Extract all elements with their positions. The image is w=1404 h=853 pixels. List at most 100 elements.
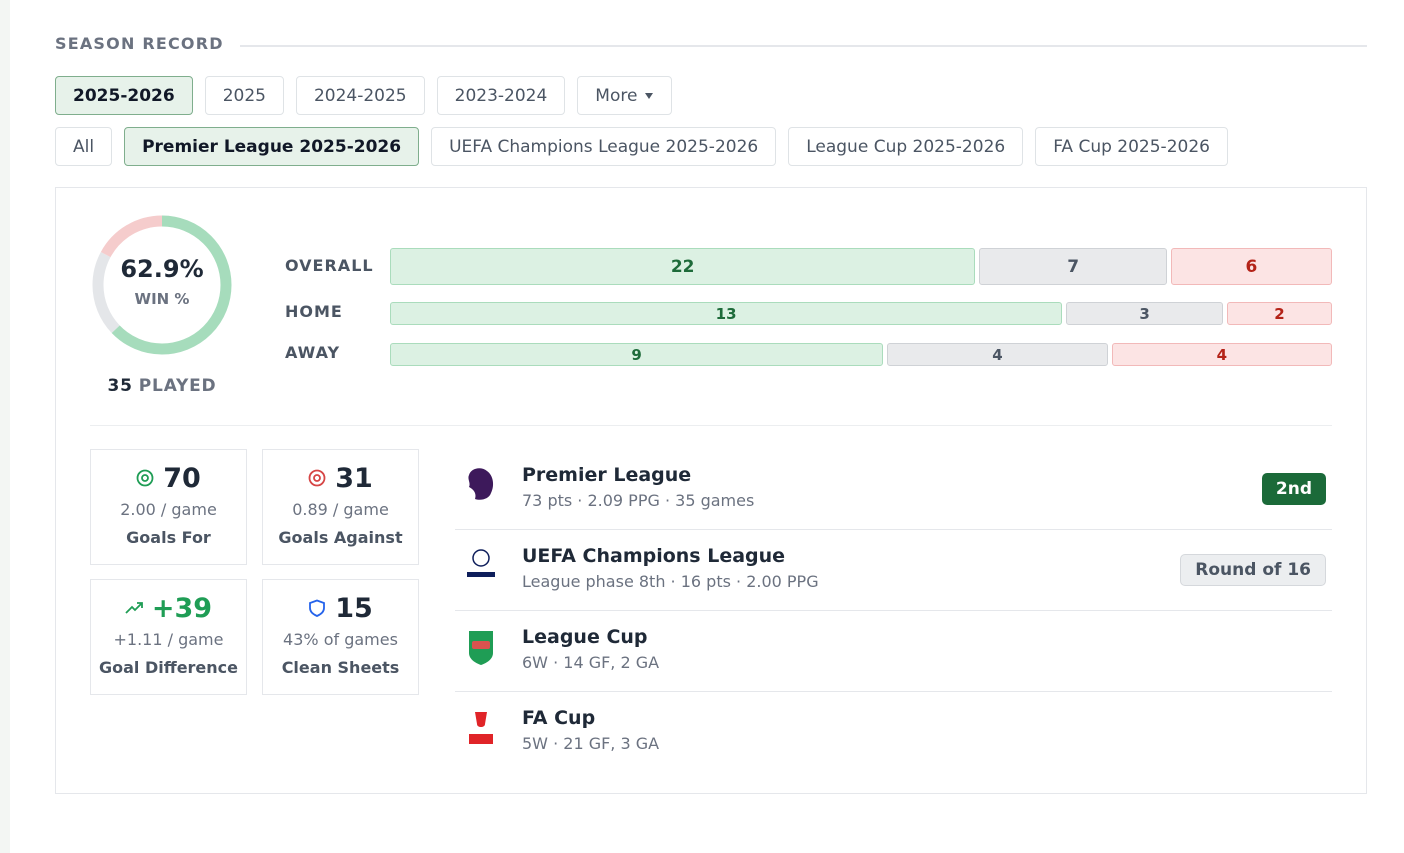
record-bar: 13 3 2 [390, 302, 1332, 325]
stat-label: Clean Sheets [281, 658, 400, 677]
competition-logo [469, 712, 493, 744]
stat-value-row: 31 [263, 463, 418, 494]
tab-label: All [73, 136, 95, 157]
competition-badge: Round of 16 [1180, 554, 1326, 586]
icon-trend [125, 602, 143, 614]
stat-value: 31 [335, 463, 373, 494]
record-label: HOME [285, 302, 343, 321]
stat-icon [125, 602, 143, 614]
stat-icon [308, 469, 326, 487]
tab[interactable]: UEFA Champions League 2025-2026 [431, 127, 777, 166]
record-label: OVERALL [285, 256, 374, 275]
divider [90, 425, 1332, 426]
competition-badge: 2nd [1261, 473, 1326, 505]
record-bar: 22 7 6 [390, 248, 1332, 285]
tab-label: FA Cup 2025-2026 [1053, 136, 1210, 157]
competition-logo [468, 468, 494, 500]
competition-row: FA Cup 5W · 21 GF, 3 GA [455, 692, 1332, 773]
title-rule [240, 45, 1367, 47]
stat-sub: 43% of games [283, 630, 398, 649]
competition-logo [469, 631, 493, 665]
stat-value: 70 [163, 463, 201, 494]
competition-name: FA Cup [522, 707, 596, 729]
record-segment: 9 [390, 343, 884, 366]
caret-shape [645, 92, 654, 99]
tab-label: Premier League 2025-2026 [142, 136, 402, 157]
donut-arcs [92, 215, 232, 355]
stat-icon [309, 599, 326, 617]
logo-trophy [475, 712, 487, 727]
record-segment: 4 [1111, 343, 1333, 366]
tab[interactable]: 2025 [204, 76, 284, 115]
tab-label: 2023-2024 [454, 85, 548, 106]
stat-sub: +1.11 / game [113, 630, 224, 649]
tab-label: UEFA Champions League 2025-2026 [449, 136, 759, 157]
tab[interactable]: 2024-2025 [295, 76, 425, 115]
record-segment: 22 [390, 248, 976, 285]
win-caption: WIN % [134, 290, 190, 308]
competition-tabs: All Premier League 2025-2026 UEFA Champion… [55, 127, 1228, 166]
donut-segment [92, 215, 232, 355]
icon-ring [308, 469, 326, 487]
dropdown-caret [645, 92, 654, 99]
stat-icon [136, 469, 154, 487]
icon-shield [309, 599, 326, 617]
tab-label: 2025 [222, 85, 266, 106]
logo-base [469, 734, 493, 744]
stat-value-row: 15 [263, 593, 418, 624]
stat-box: 31 0.89 / game Goals Against [262, 449, 419, 565]
record-label: AWAY [285, 343, 341, 362]
section-title: SEASON RECORD [55, 34, 224, 53]
tab-label: 2024-2025 [313, 85, 407, 106]
competition-details: 5W · 21 GF, 3 GA [522, 734, 660, 753]
competition-name: League Cup [522, 626, 648, 648]
tab[interactable]: Premier League 2025-2026 [124, 127, 420, 166]
tab[interactable]: 2023-2024 [436, 76, 566, 115]
competition-name: Premier League [522, 464, 692, 486]
tab[interactable]: FA Cup 2025-2026 [1035, 127, 1228, 166]
competition-details: 73 pts · 2.09 PPG · 35 games [522, 491, 755, 510]
tab[interactable]: All [55, 127, 113, 166]
stat-box: 70 2.00 / game Goals For [90, 449, 247, 565]
logo-ball [472, 549, 490, 567]
record-segment: 2 [1226, 302, 1332, 325]
tab[interactable]: 2025-2026 [55, 76, 193, 115]
side-strip [0, 0, 10, 853]
donut-segment [92, 215, 232, 355]
competition-row: Premier League 73 pts · 2.09 PPG · 35 gam… [455, 449, 1332, 530]
tab[interactable]: League Cup 2025-2026 [788, 127, 1024, 166]
logo-lion [468, 468, 494, 500]
logo-wordmark [467, 572, 495, 577]
record-segment: 4 [887, 343, 1108, 366]
stat-value: 15 [335, 593, 373, 624]
record-segment: 13 [390, 302, 1063, 325]
win-donut [92, 215, 232, 355]
tab-label: More [595, 85, 638, 106]
stat-label: Goals For [126, 528, 211, 547]
stat-box: +39 +1.11 / game Goal Difference [90, 579, 247, 695]
icon-dot [313, 474, 322, 482]
win-percent: 62.9% [120, 255, 204, 283]
icon-dot [141, 474, 150, 482]
competition-details: 6W · 14 GF, 2 GA [522, 653, 660, 672]
stat-sub: 0.89 / game [292, 500, 389, 519]
icon-ring [136, 469, 154, 487]
competition-name: UEFA Champions League [522, 545, 786, 567]
record-segment: 3 [1066, 302, 1223, 325]
competition-logo [467, 549, 495, 577]
competition-row: UEFA Champions League League phase 8th · … [455, 530, 1332, 611]
tab-label: 2025-2026 [73, 85, 175, 106]
stat-box: 15 43% of games Clean Sheets [262, 579, 419, 695]
tab[interactable]: More [577, 76, 673, 115]
logo-band [472, 641, 490, 649]
tab-label: League Cup 2025-2026 [806, 136, 1006, 157]
record-segment: 6 [1170, 248, 1332, 285]
stat-value: +39 [151, 593, 213, 624]
played-count: 35 [107, 376, 133, 396]
competition-row: League Cup 6W · 14 GF, 2 GA [455, 611, 1332, 692]
played-label: PLAYED [138, 376, 217, 396]
stat-sub: 2.00 / game [120, 500, 217, 519]
